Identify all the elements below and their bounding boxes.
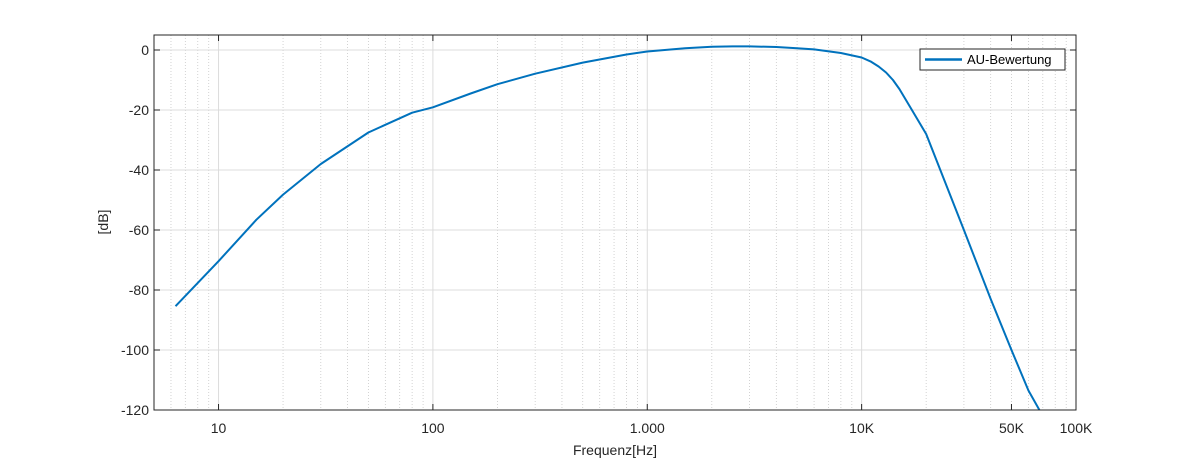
y-tick-label: -60 [129,222,149,238]
y-tick-label: -100 [121,342,149,358]
series-line-0 [174,45,1041,410]
x-tick-label: 10K [849,420,875,436]
legend-entry-label: AU-Bewertung [967,52,1052,67]
x-axis-title: Frequenz[Hz] [573,442,657,458]
x-tick-label: 100 [421,420,445,436]
grid [153,35,1077,411]
y-tick-label: -20 [129,102,149,118]
y-tick-label: -40 [129,162,149,178]
axis-ticks [154,35,1077,411]
legend-box [919,48,1066,71]
x-tick-labels: 10 100 1.000 10K 50K 100K [211,420,1093,436]
y-tick-label: -80 [129,282,149,298]
x-tick-label: 1.000 [630,420,665,436]
y-tick-label: 0 [141,42,149,58]
plot-frame [153,34,1077,411]
y-tick-label: -120 [121,402,149,418]
plot-background [154,35,1076,410]
x-tick-label: 100K [1060,420,1093,436]
y-axis-title: [dB] [95,210,111,235]
legend: AU-Bewertung [919,48,1066,71]
x-tick-label: 50K [999,420,1025,436]
y-tick-labels: 0 -20 -40 -60 -80 -100 -120 [121,42,149,418]
series-layer [174,45,1041,410]
x-tick-label: 10 [211,420,227,436]
